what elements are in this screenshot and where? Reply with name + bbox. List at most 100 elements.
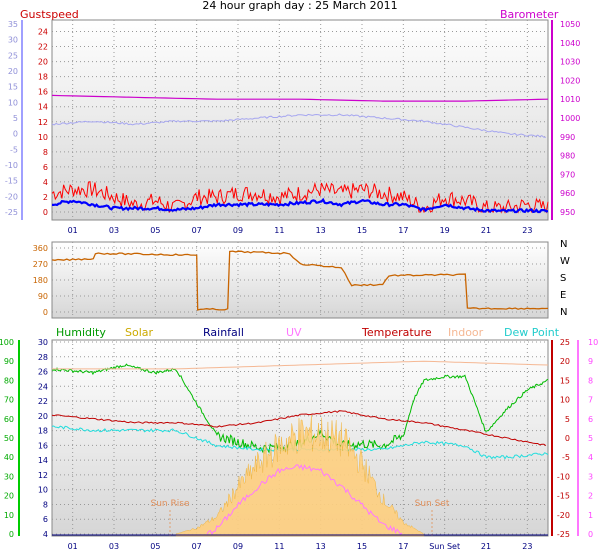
temp-tick-label: -20	[5, 192, 18, 201]
baro-tick-label: 1030	[560, 58, 580, 67]
temp-right-tick-label: -15	[557, 492, 570, 501]
legend-label: UV	[286, 326, 302, 339]
temp-tick-label: -5	[10, 145, 18, 154]
solar-area	[175, 415, 425, 537]
x-tick-label-top: 15	[357, 226, 367, 235]
x-tick-label-bottom: 13	[316, 542, 326, 551]
temp-tick-label: -15	[5, 177, 18, 186]
rain-tick-label: 18	[38, 427, 48, 436]
temp-right-tick-label: 10	[560, 396, 570, 405]
sunrise-label: Sun Rise	[151, 499, 190, 509]
humidity-tick-label: 40	[4, 453, 14, 462]
humidity-tick-label: 70	[4, 396, 14, 405]
x-tick-label-top: 01	[68, 226, 78, 235]
legend-label: Rainfall	[203, 326, 244, 339]
x-tick-label-top: 11	[274, 226, 284, 235]
temperature-top-line	[51, 113, 546, 138]
wind-direction-line	[51, 250, 549, 311]
rain-tick-label: 12	[38, 471, 48, 480]
rain-tick-label: 16	[38, 441, 48, 450]
humidity-tick-label: 80	[4, 376, 14, 385]
uv-tick-label: 7	[588, 396, 593, 405]
x-tick-label-top: 13	[316, 226, 326, 235]
temp-tick-label: 10	[8, 98, 18, 107]
rain-tick-label: 24	[38, 382, 48, 391]
x-tick-label-top: 03	[109, 226, 119, 235]
temp-right-tick-label: -5	[562, 453, 570, 462]
gust-tick-label: 22	[38, 43, 48, 52]
rain-tick-label: 4	[43, 530, 48, 539]
x-tick-label-top: 21	[481, 226, 491, 235]
uv-tick-label: 2	[588, 492, 593, 501]
baro-tick-label: 1020	[560, 76, 580, 85]
humidity-tick-label: 50	[4, 434, 14, 443]
humidity-tick-label: 10	[4, 511, 14, 520]
rain-tick-label: 10	[38, 486, 48, 495]
temp-right-tick-label: -25	[557, 530, 570, 539]
temp-tick-label: 5	[13, 114, 18, 123]
uv-tick-label: 1	[588, 511, 593, 520]
rain-tick-label: 30	[38, 338, 48, 347]
humidity-tick-label: 60	[4, 415, 14, 424]
uv-tick-label: 8	[588, 376, 593, 385]
rain-tick-label: 26	[38, 368, 48, 377]
indoor-line	[52, 360, 549, 370]
temp-right-tick-label: 0	[565, 434, 570, 443]
baro-tick-label: 990	[560, 133, 575, 142]
direction-tick-label: 180	[33, 276, 48, 285]
rain-tick-label: 14	[38, 456, 48, 465]
legend-label: Indoor	[448, 326, 484, 339]
compass-label: S	[560, 273, 566, 284]
x-tick-label-top: 05	[150, 226, 160, 235]
gustspeed-label: Gustspeed	[20, 8, 79, 21]
baro-tick-label: 960	[560, 189, 575, 198]
humidity-tick-label: 100	[0, 338, 14, 347]
barometer-line	[51, 94, 549, 102]
temperature-line	[51, 410, 547, 447]
x-tick-label-bottom: 07	[192, 542, 202, 551]
temp-tick-label: 25	[8, 51, 18, 60]
gust-tick-label: 14	[38, 103, 48, 112]
gust-tick-label: 18	[38, 73, 48, 82]
plot-area-wind	[51, 19, 549, 221]
x-tick-label-top: 19	[440, 226, 450, 235]
x-tick-label-bottom: 05	[150, 542, 160, 551]
baro-tick-label: 1040	[560, 39, 580, 48]
uv-tick-label: 10	[588, 338, 598, 347]
rain-tick-label: 8	[43, 500, 48, 509]
baro-tick-label: 970	[560, 170, 575, 179]
humidity-tick-label: 90	[4, 357, 14, 366]
temp-tick-label: -25	[5, 208, 18, 217]
compass-label: N	[560, 307, 567, 318]
uv-tick-label: 9	[588, 357, 593, 366]
gust-tick-label: 2	[43, 193, 48, 202]
baro-tick-label: 1010	[560, 95, 580, 104]
gust-tick-label: 20	[38, 58, 48, 67]
gust-tick-label: 6	[43, 163, 48, 172]
x-tick-label-bottom: 03	[109, 542, 119, 551]
rain-tick-label: 6	[43, 515, 48, 524]
legend-label: Solar	[125, 326, 154, 339]
gust-tick-label: 12	[38, 118, 48, 127]
compass-label: W	[560, 256, 570, 267]
temp-right-tick-label: 5	[565, 415, 570, 424]
x-tick-label-bottom: 23	[522, 542, 532, 551]
x-tick-label-bottom: 15	[357, 542, 367, 551]
x-tick-label-bottom: 21	[481, 542, 491, 551]
windspeed-line	[52, 197, 549, 214]
temp-right-tick-label: -10	[557, 472, 570, 481]
legend-label: Temperature	[361, 326, 432, 339]
humidity-tick-label: 30	[4, 472, 14, 481]
gust-tick-label: 4	[43, 178, 48, 187]
compass-label: E	[560, 290, 566, 301]
temp-right-tick-label: -20	[557, 511, 570, 520]
temp-right-tick-label: 15	[560, 376, 570, 385]
x-tick-label-bottom: 09	[233, 542, 243, 551]
gust-tick-label: 8	[43, 148, 48, 157]
uv-tick-label: 5	[588, 434, 593, 443]
direction-tick-label: 0	[43, 308, 48, 317]
chart-title: 24 hour graph day : 25 March 2011	[202, 0, 398, 12]
uv-tick-label: 6	[588, 415, 593, 424]
direction-tick-label: 360	[33, 244, 48, 253]
